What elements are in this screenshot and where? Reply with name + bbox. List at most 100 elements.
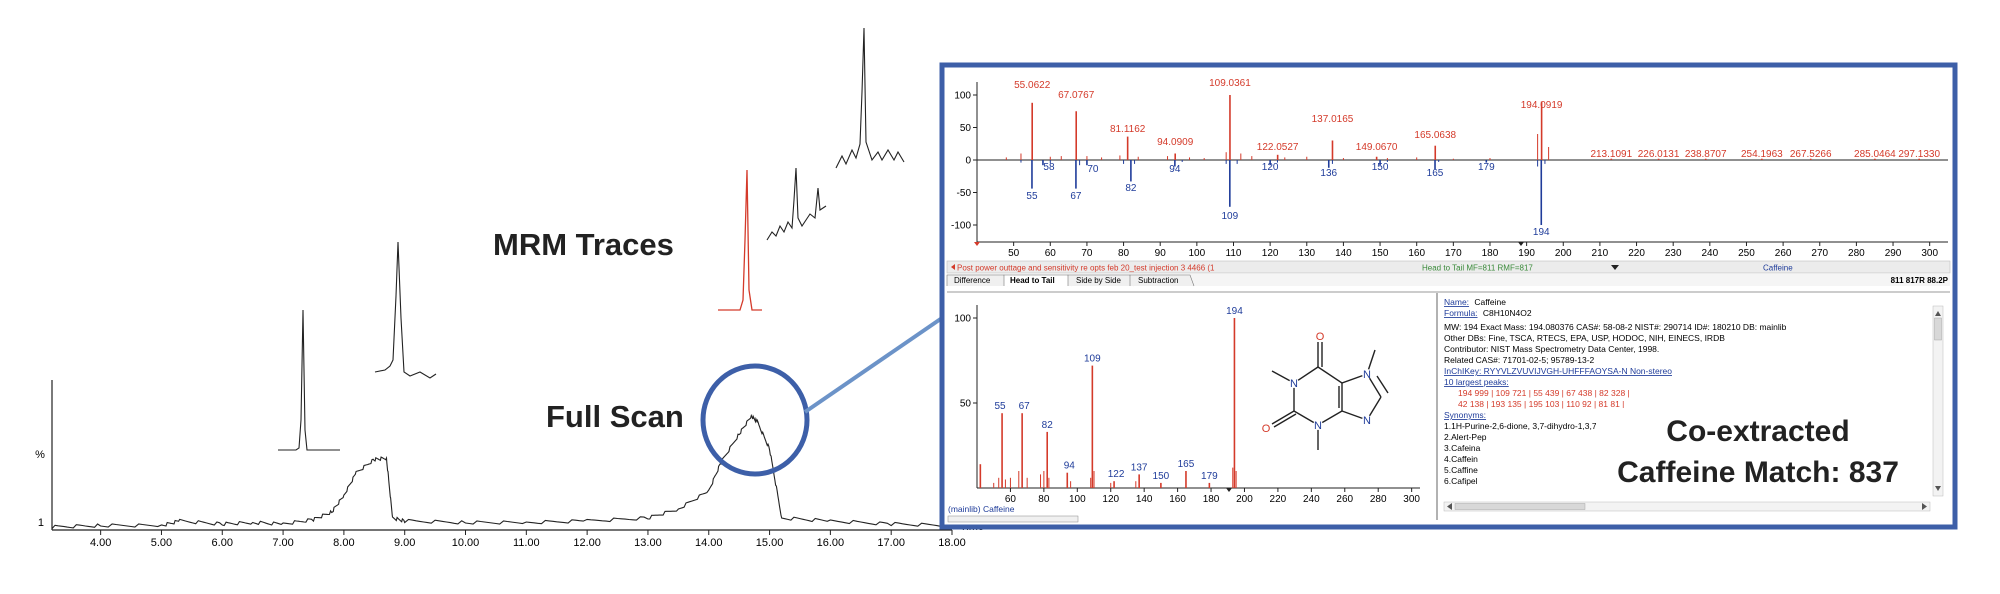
lib-peak-label: 94 <box>1064 461 1076 472</box>
ht-bottom-label: 165 <box>1427 168 1444 179</box>
ht-x-tick-label: 90 <box>1155 248 1167 259</box>
vscroll-thumb[interactable] <box>1934 317 1942 341</box>
mrm-label: MRM Traces <box>493 227 674 262</box>
ht-top-label: 254.1963 <box>1741 149 1783 160</box>
tab-side-by-side[interactable]: Side by Side <box>1067 274 1135 287</box>
tab-head-to-tail[interactable]: Head to Tail <box>1003 274 1073 287</box>
ht-bottom-label: 136 <box>1320 168 1337 179</box>
tic-tick-label: 11.00 <box>513 537 540 549</box>
lib-x-tick-label: 220 <box>1270 494 1287 505</box>
tic-tick-label: 14.00 <box>695 537 723 549</box>
ht-y-tick-label: 0 <box>965 156 971 167</box>
ht-bottom-label: 58 <box>1043 162 1055 173</box>
scroll-right-icon[interactable] <box>1922 503 1927 510</box>
synonyms-key[interactable]: Synonyms: <box>1444 410 1486 420</box>
ht-y-tick-label: -50 <box>957 188 972 199</box>
largest-peaks-key[interactable]: 10 largest peaks: <box>1444 377 1509 387</box>
status-strip <box>946 260 1951 274</box>
tab-subtraction[interactable]: Subtraction <box>1129 274 1195 287</box>
lib-y-ticks: 100 50 <box>954 314 977 410</box>
inchikey[interactable]: InChIKey: RYYVLZVUVIJVGH-UHFFFAOYSA-N No… <box>1444 366 1672 376</box>
ht-bottom-label: 120 <box>1262 162 1279 173</box>
ht-top-label: 149.0670 <box>1356 142 1398 153</box>
lib-x-ticks: 60 80 100 120 140 160 180 200 220 240 260 280 300 <box>1005 488 1420 505</box>
ht-bottom-label: 70 <box>1087 164 1099 175</box>
ht-x-tick-label: 270 <box>1811 248 1828 259</box>
library-spectrum-panel: 100 50 55 67 82 94 109 122 137 150 165 179 194 60 80… <box>947 305 1420 523</box>
lib-peak-label: 122 <box>1108 469 1125 480</box>
horizontal-scrollbar[interactable] <box>1443 501 1931 512</box>
ht-top-label: 55.0622 <box>1014 80 1051 91</box>
name-key[interactable]: Name: <box>1444 297 1469 307</box>
spectrum-window: 100 50 0 -50 -100 55.0622 67.0767 81.1162 94.09… <box>939 62 1958 530</box>
ht-bottom-label: 55 <box>1026 191 1038 202</box>
ht-top-label: 238.8707 <box>1685 149 1727 160</box>
formula-value: C8H10N4O2 <box>1483 308 1532 318</box>
synonym-6: 6.Cafipel <box>1444 476 1478 486</box>
synonym-2: 2.Alert-Pep <box>1444 432 1487 442</box>
hscroll-thumb[interactable] <box>1454 503 1586 510</box>
ht-marker-2 <box>1518 242 1524 246</box>
caffeine-atoms: N N N N O O <box>1262 331 1372 435</box>
lib-bars: 55 67 82 94 109 122 137 150 165 179 194 <box>979 306 1243 488</box>
lib-x-tick-label: 180 <box>1203 494 1220 505</box>
tab-head-to-tail-label: Head to Tail <box>1010 276 1055 285</box>
tic-tick-label: 18.00 <box>938 537 966 549</box>
ht-x-tick-label: 50 <box>1008 248 1020 259</box>
ht-x-ticks: 50 60 70 80 90 100 110 120 130 140 150 160 170 180 190… <box>1008 242 1938 259</box>
lib-x-tick-label: 260 <box>1336 494 1353 505</box>
lib-peak-label: 194 <box>1226 306 1243 317</box>
vertical-scrollbar[interactable] <box>1932 305 1944 497</box>
mrm-traces <box>278 27 905 451</box>
scroll-down-icon[interactable] <box>1935 486 1941 491</box>
lib-peak-label: 179 <box>1201 471 1218 482</box>
scroll-up-icon[interactable] <box>1935 311 1941 316</box>
synonym-1: 1.1H-Purine-2,6-dione, 3,7-dihydro-1,3,7… <box>1444 421 1635 431</box>
ht-x-tick-label: 60 <box>1045 248 1057 259</box>
tic-tick-label: 9.00 <box>394 537 415 549</box>
lib-tab-strip[interactable] <box>947 515 1079 523</box>
tic-tick-label: 13.00 <box>634 537 662 549</box>
mrm-trace-5 <box>835 27 905 169</box>
lib-x-tick-label: 300 <box>1403 494 1420 505</box>
ht-bottom-label: 194 <box>1533 227 1550 238</box>
head-to-tail-panel: 100 50 0 -50 -100 55.0622 67.0767 81.1162 94.09… <box>951 78 1948 259</box>
ht-x-tick-label: 210 <box>1592 248 1609 259</box>
atom-n3: N <box>1314 420 1322 432</box>
lib-peak-label: 67 <box>1019 401 1031 412</box>
lib-x-tick-label: 100 <box>1069 494 1086 505</box>
tic-tick-label: 16.00 <box>817 537 845 549</box>
ht-x-tick-label: 290 <box>1885 248 1902 259</box>
ht-x-tick-label: 140 <box>1335 248 1352 259</box>
formula-key[interactable]: Formula: <box>1444 308 1478 318</box>
peaks-row-1: 194 999 | 109 721 | 55 439 | 67 438 | 82… <box>1458 388 1630 398</box>
ht-x-tick-label: 230 <box>1665 248 1682 259</box>
ht-top-label: 267.5266 <box>1790 149 1832 160</box>
callout-line-1: Co-extracted <box>1666 415 1849 448</box>
ht-x-tick-label: 280 <box>1848 248 1865 259</box>
zoom-circle <box>700 363 810 477</box>
ht-bottom-label: 67 <box>1070 191 1082 202</box>
lib-x-tick-label: 80 <box>1038 494 1050 505</box>
lib-peak-label: 55 <box>995 401 1007 412</box>
ht-x-tick-label: 180 <box>1482 248 1499 259</box>
status-green-text: Head to Tail MF=811 RMF=817 <box>1422 264 1533 273</box>
tic-tick-label: 7.00 <box>272 537 293 549</box>
peaks-row-2: 42 138 | 193 135 | 195 103 | 110 92 | 81… <box>1458 399 1624 409</box>
ht-bottom-label: 82 <box>1125 183 1137 194</box>
tab-difference[interactable]: Difference <box>946 274 1009 287</box>
tabs-strip <box>947 274 1950 286</box>
match-score: 811 817R 88.2P <box>1891 276 1949 285</box>
tic-y-label: % <box>35 449 45 461</box>
chevron-down-icon[interactable] <box>1611 265 1619 270</box>
view-tabs: Difference Head to Tail Side by Side Sub… <box>946 274 1950 287</box>
ht-x-tick-label: 240 <box>1701 248 1718 259</box>
ht-x-tick-label: 190 <box>1518 248 1535 259</box>
svg-text:Formula: C8H10N4O2: Formula: C8H10N4O2 <box>1444 308 1532 318</box>
tic-chromatogram: % 1 4.00 5.00 6.00 7.00 8.00 9.00 10.00 11.00 12… <box>35 316 984 549</box>
related-cas: Related CAS#: 71701-02-5; 95789-13-2 <box>1444 355 1595 365</box>
scroll-left-icon[interactable] <box>1447 503 1452 510</box>
tic-tick-label: 5.00 <box>151 537 172 549</box>
svg-text:Name: Caffeine: Name: Caffeine <box>1444 297 1506 307</box>
